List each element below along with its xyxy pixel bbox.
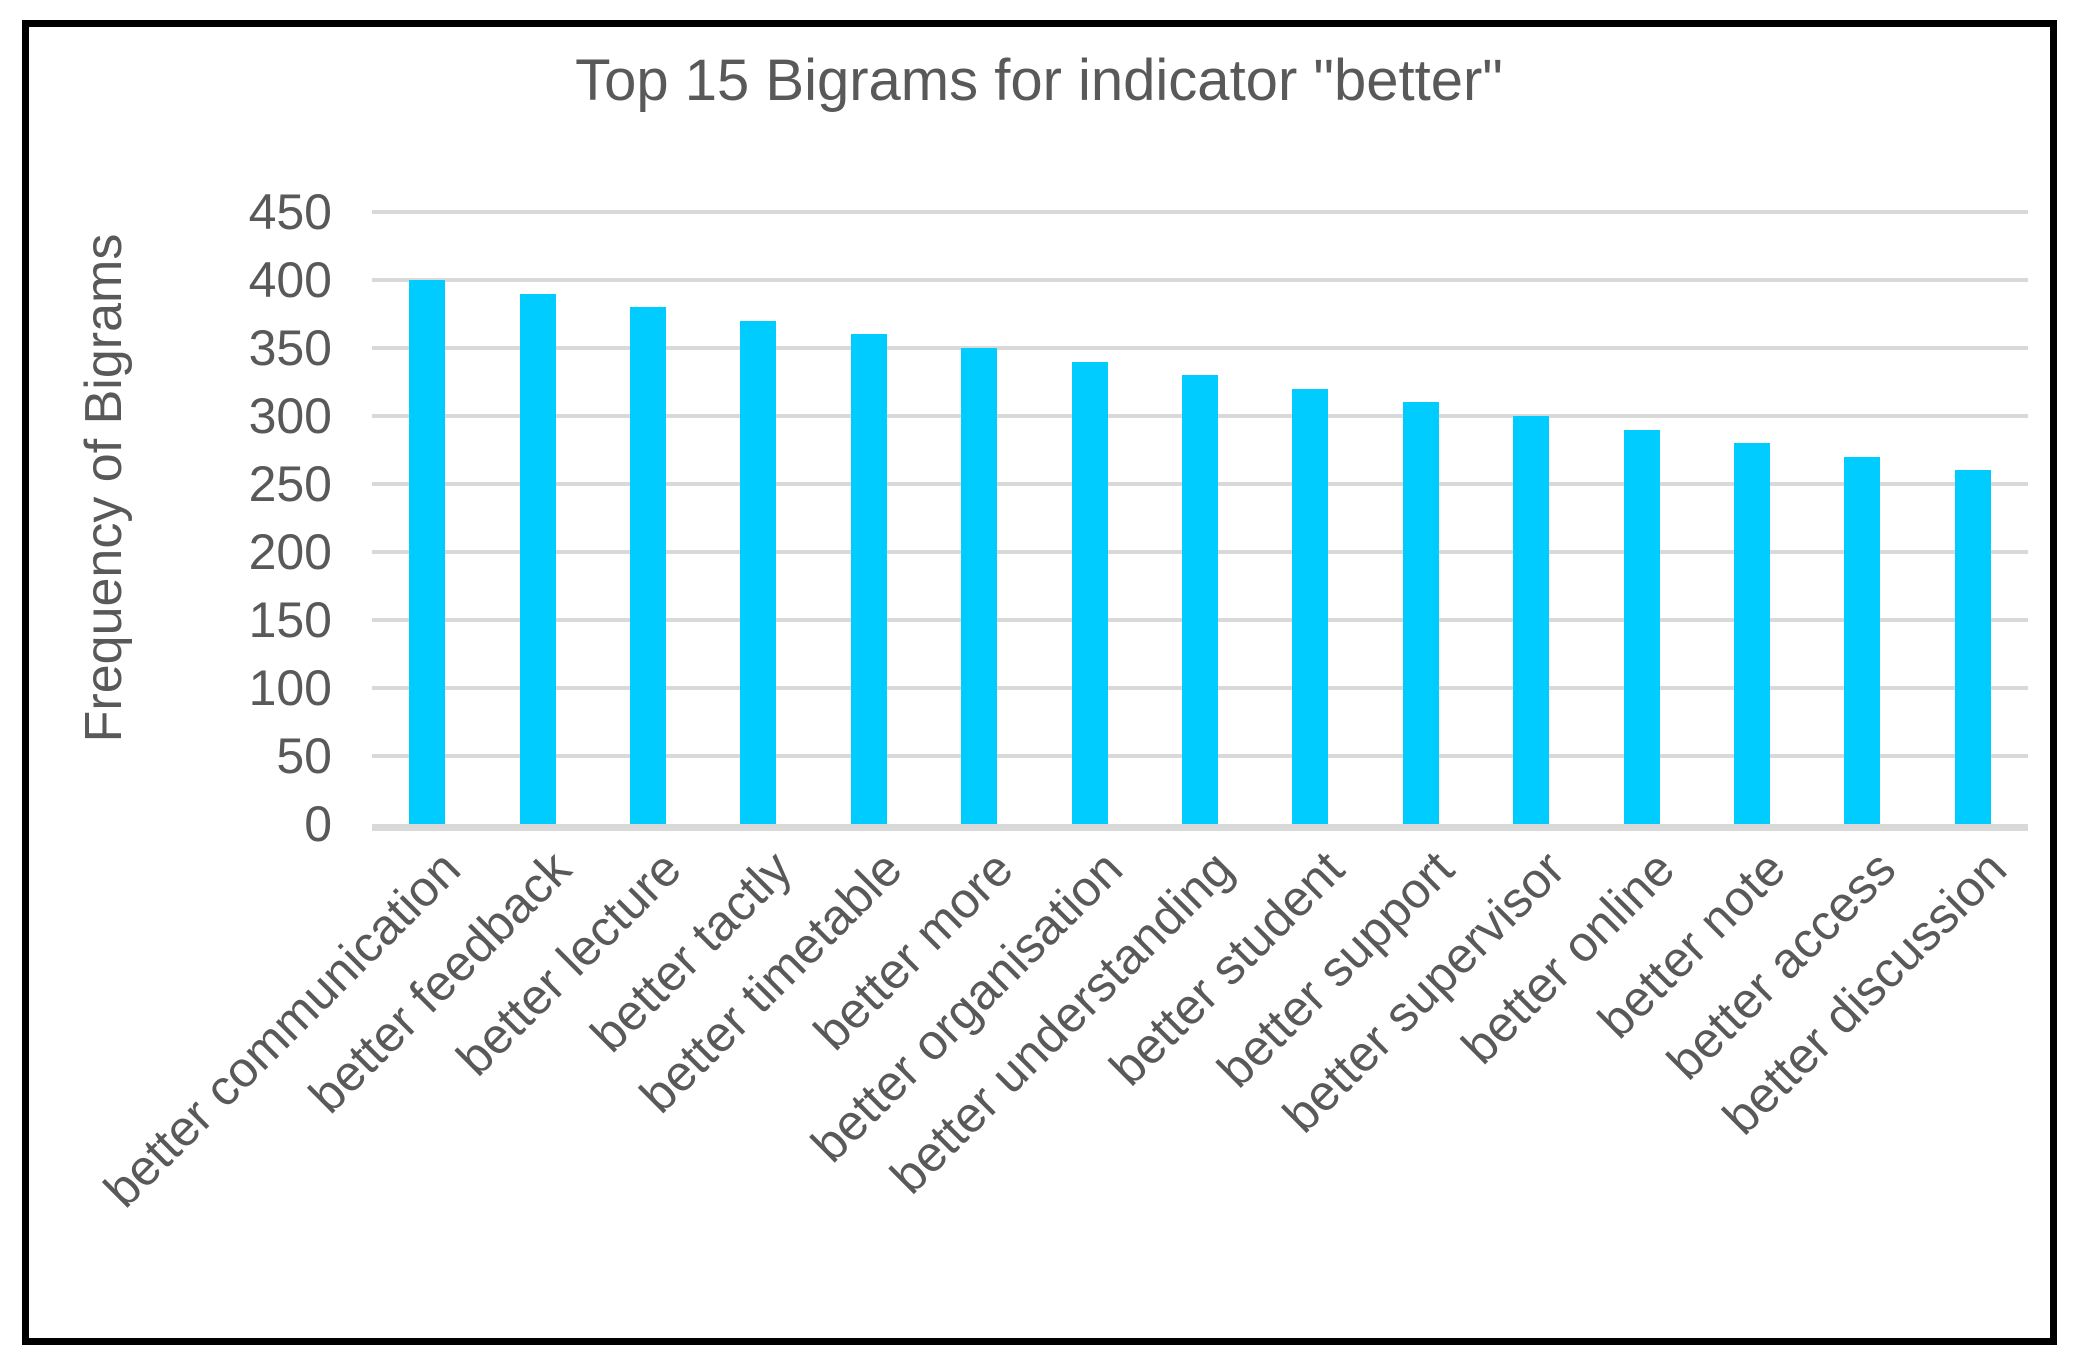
bar-better-understanding [1182,375,1218,824]
y-tick-label: 350 [248,320,332,376]
bar-better-discussion [1954,470,1991,824]
x-axis-baseline [372,824,2028,831]
bar-better-student [1292,388,1329,824]
gridline [372,210,2028,214]
bar-better-communication [409,280,446,824]
y-tick-label: 400 [248,252,332,308]
chart-border-frame [22,20,2057,1345]
bar-better-lecture [630,307,666,824]
bar-better-online [1623,429,1660,824]
chart-title: Top 15 Bigrams for indicator "better" [575,48,1503,113]
y-tick-label: 0 [304,796,332,852]
bar-better-more [961,348,998,824]
bar-better-supervisor [1513,416,1550,824]
y-tick-label: 150 [248,592,332,648]
gridline [372,278,2028,282]
bar-better-access [1844,456,1881,824]
y-tick-label: 100 [248,660,332,716]
bar-better-tactly [740,320,777,824]
y-tick-label: 250 [248,456,332,512]
bar-better-note [1734,443,1770,824]
y-tick-label: 50 [276,728,332,784]
bar-better-timetable [850,334,887,824]
bar-better-feedback [519,293,556,824]
y-tick-label: 200 [248,524,332,580]
y-tick-label: 450 [248,184,332,240]
y-tick-label: 300 [248,388,332,444]
gridline [372,346,2028,350]
bar-better-organisation [1071,361,1108,824]
bar-better-support [1402,402,1439,824]
